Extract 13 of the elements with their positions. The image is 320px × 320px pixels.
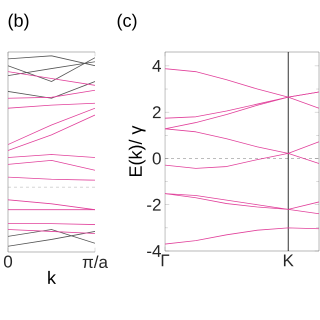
y-tick-label: 0 [152, 152, 161, 164]
y-tick-label: 2 [152, 106, 161, 118]
x-axis-title: k [48, 270, 56, 284]
chart-title: (b) [8, 14, 28, 30]
y-tick-label: -2 [147, 198, 161, 211]
y-tick-label: 4 [152, 60, 161, 72]
x-tick-label: Γ [162, 254, 170, 266]
x-tick-label: 0 [4, 256, 12, 268]
x-tick-label: π/a [82, 256, 108, 268]
y-tick-label: -4 [147, 245, 161, 257]
x-tick-label: K [284, 254, 294, 266]
chart-title: (c) [118, 14, 136, 30]
y-axis-title: E(k)/ γ [128, 126, 146, 176]
